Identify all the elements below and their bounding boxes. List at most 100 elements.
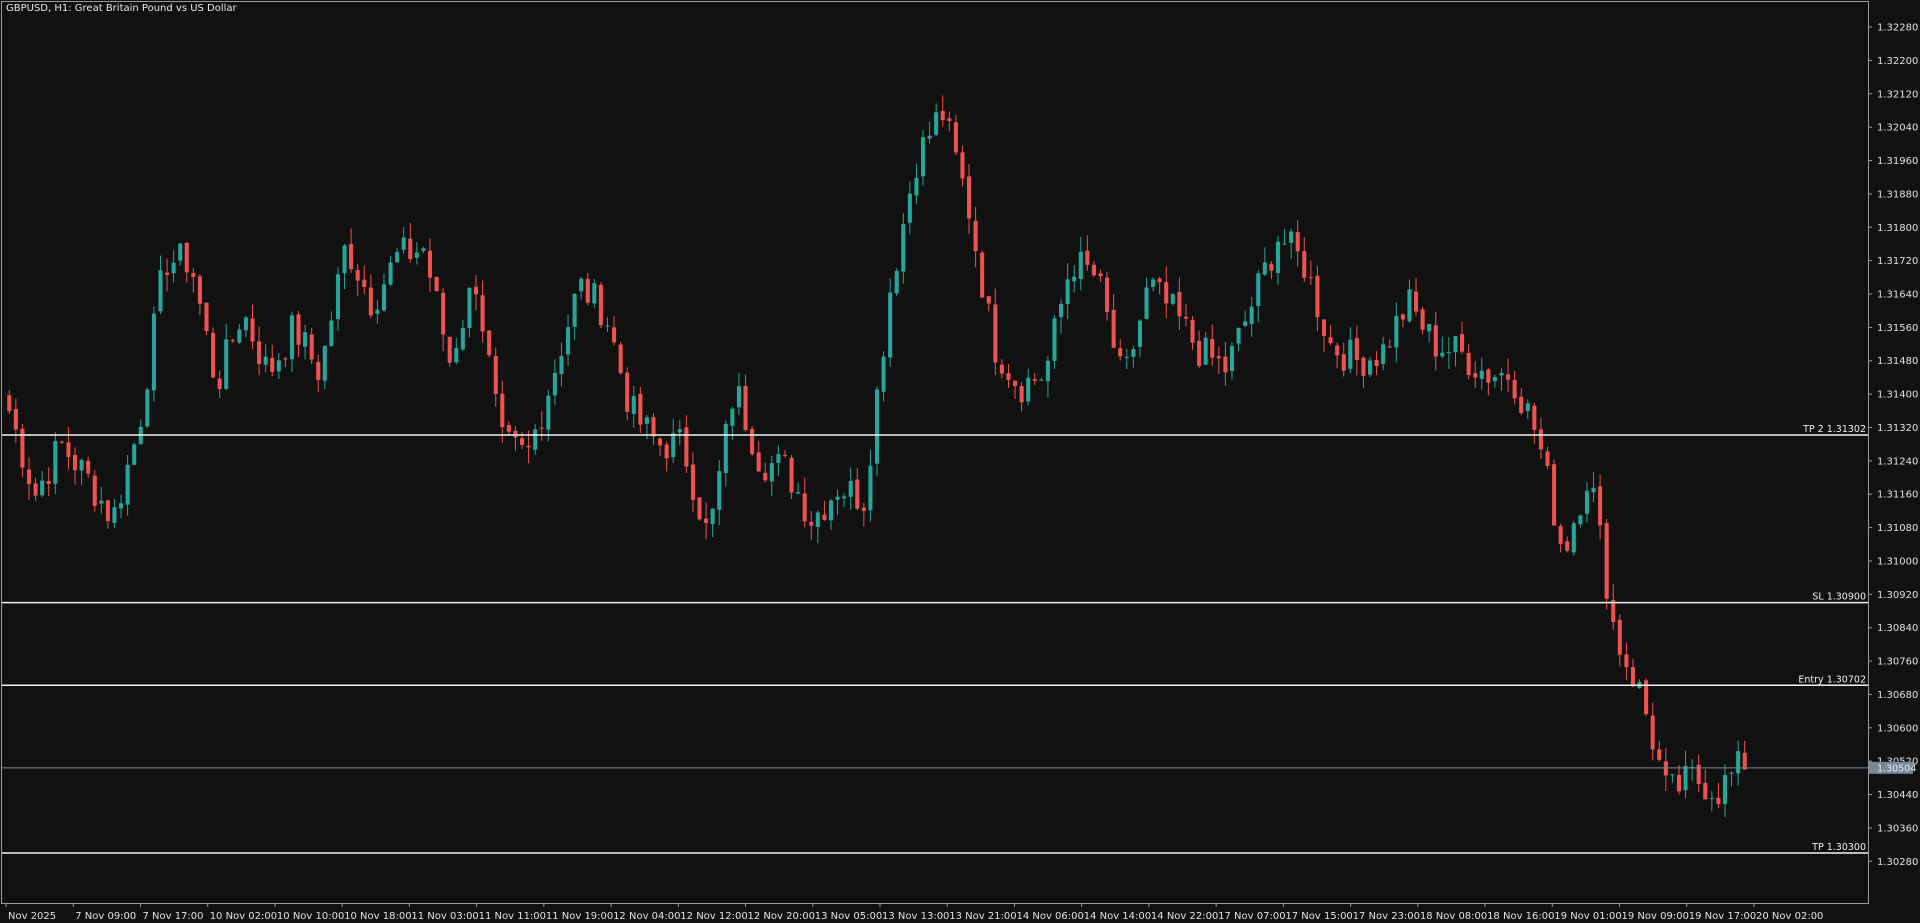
candle-body-bear [447, 336, 452, 363]
candle-body-bear [861, 507, 866, 511]
candle-body-bull [1670, 774, 1675, 776]
candle-body-bear [750, 428, 755, 455]
candle-body-bear [230, 340, 235, 342]
candle-body-bear [658, 438, 663, 446]
price-tick-label: 1.31960 [1877, 156, 1918, 167]
candle-body-bull [559, 356, 564, 374]
candle-body-bull [1045, 360, 1050, 382]
candle-body-bull [132, 444, 137, 465]
candle-body-bear [1611, 600, 1616, 623]
candle-body-bear [500, 393, 505, 428]
candle-body-bull [769, 463, 774, 482]
candle-body-bear [211, 332, 216, 378]
candle-body-bull [460, 327, 465, 350]
candle-body-bull [796, 492, 801, 494]
candle-body-bull [1072, 276, 1077, 282]
candle-body-bull [1065, 279, 1070, 305]
candle-body-bull [914, 177, 919, 196]
candle-body-bull [1736, 751, 1741, 774]
candle-body-bear [519, 438, 525, 445]
candle-body-bear [1742, 752, 1747, 770]
candle-body-bear [1420, 309, 1425, 330]
candle-body-bear [309, 334, 314, 360]
candle-body-bear [92, 475, 97, 506]
time-tick-label: 13 Nov 13:00 [882, 911, 949, 922]
time-axis[interactable]: Nov 2025 7 Nov 09:00 7 Nov 17:00 10 Nov 02:… [5, 903, 1823, 922]
candle-body-bear [789, 457, 794, 493]
candle-body-bear [66, 442, 71, 457]
candle-body-bull [112, 507, 117, 523]
price-tick-label: 1.31000 [1877, 556, 1918, 567]
candle-body-bear [362, 279, 367, 287]
candle-body-bear [1315, 275, 1320, 318]
candle-body-bear [26, 469, 32, 484]
time-tick-label: 7 Nov 17:00 [142, 911, 203, 922]
price-tick-label: 1.31400 [1877, 390, 1918, 401]
price-tick-label: 1.31480 [1877, 356, 1918, 367]
candle-body-bull [572, 293, 577, 327]
candle-body-bear [1413, 291, 1419, 312]
candle-body-bear [1400, 314, 1405, 320]
candle-body-bull [848, 481, 853, 497]
candle-body-bull [1256, 273, 1261, 307]
candle-body-bear [349, 244, 354, 270]
candle-body-bull [1453, 336, 1458, 353]
candle-body-bull [677, 429, 682, 433]
candle-body-bear [1598, 486, 1603, 526]
candle-body-bear [697, 497, 702, 520]
candle-body-bear [1519, 396, 1524, 413]
candle-body-bear [1308, 277, 1313, 279]
time-tick-label: 13 Nov 05:00 [815, 911, 882, 922]
candle-body-bull [901, 224, 906, 272]
time-tick-label: 20 Nov 02:00 [1756, 911, 1823, 922]
candle-body-bull [1052, 318, 1057, 361]
time-tick-label: 11 Nov 03:00 [411, 911, 478, 922]
candle-body-bear [940, 110, 945, 121]
candle-body-bull [276, 360, 281, 372]
candle-body-bear [1321, 319, 1327, 337]
candle-body-bear [1295, 232, 1300, 252]
candle-body-bear [612, 327, 617, 343]
candle-body-bear [638, 393, 643, 425]
candle-body-bull [874, 389, 880, 464]
candle-body-bear [217, 378, 222, 390]
price-axis[interactable]: 1.32280 1.32200 1.32120 1.32040 1.31960 1.318… [1868, 23, 1918, 868]
candle-body-bull [1492, 376, 1497, 382]
candle-body-bull [723, 423, 728, 473]
time-tick-label: 12 Nov 04:00 [613, 911, 680, 922]
price-tick-label: 1.31320 [1877, 423, 1918, 434]
price-tick-label: 1.32120 [1877, 89, 1918, 100]
candle-body-bear [480, 295, 485, 332]
candle-body-bull [1499, 372, 1504, 376]
candle-body-bear [802, 493, 807, 522]
candle-body-bull [920, 137, 926, 177]
time-tick-label: 11 Nov 11:00 [479, 911, 546, 922]
candle-body-bull [1151, 279, 1156, 287]
candle-body-bear [539, 427, 544, 429]
time-tick-label: 18 Nov 16:00 [1487, 911, 1554, 922]
candle-body-bear [1650, 715, 1655, 750]
candle-body-bear [960, 152, 965, 179]
candle-body-bull [710, 508, 715, 525]
candle-body-bear [953, 122, 958, 153]
candle-body-bear [986, 296, 991, 304]
current-price-badge [1869, 761, 1913, 774]
candle-body-bear [1552, 464, 1557, 526]
candle-body-bear [434, 276, 439, 292]
candle-body-bear [809, 521, 814, 526]
candle-body-bear [1460, 334, 1465, 352]
candle-body-bear [257, 341, 262, 364]
price-tick-label: 1.30440 [1877, 790, 1918, 801]
candle-body-bull [1709, 797, 1714, 799]
candle-body-bull [1381, 344, 1386, 365]
price-tick-label: 1.30680 [1877, 690, 1918, 701]
price-tick-label: 1.30600 [1877, 723, 1918, 734]
candle-body-bull [927, 135, 932, 139]
candle-body-bear [473, 286, 479, 295]
candle-body-bear [651, 417, 656, 437]
candle-body-bull [1525, 403, 1530, 412]
candle-body-bull [868, 465, 873, 511]
candle-body-bear [1657, 749, 1662, 760]
